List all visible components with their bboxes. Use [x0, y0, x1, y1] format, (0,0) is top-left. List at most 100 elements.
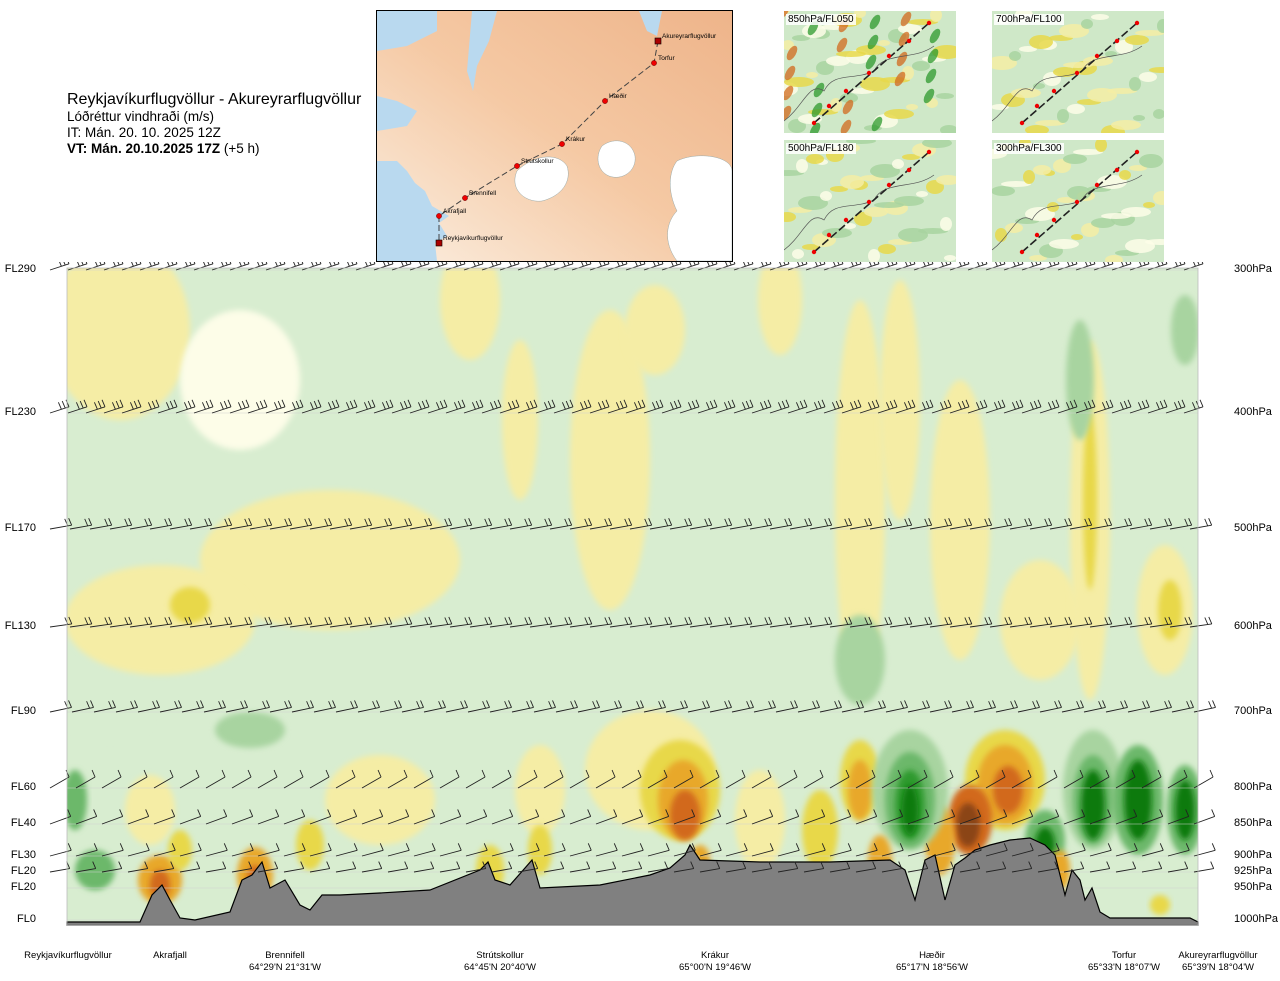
wind-barb	[1063, 861, 1085, 873]
wind-barb	[373, 399, 394, 414]
wind-barb	[463, 399, 484, 414]
location-name: Strútskollur	[476, 950, 524, 961]
field-contour	[1175, 780, 1195, 840]
wind-barb	[661, 262, 682, 271]
wind-barb	[729, 616, 753, 628]
wind-barb	[89, 518, 113, 530]
flight-level-tick: FL20	[10, 865, 36, 877]
wind-barb	[855, 861, 877, 873]
wind-barb	[309, 861, 331, 873]
field-contour	[670, 790, 700, 840]
wind-barb	[725, 809, 748, 825]
wind-barb	[1057, 399, 1078, 414]
wind-barb	[319, 262, 340, 271]
wind-barb	[75, 843, 98, 857]
inset-850hpa: 850hPa/FL050	[784, 11, 956, 133]
wind-barb	[535, 399, 556, 414]
vertical-wind-field	[67, 268, 1198, 915]
pressure-tick: 700hPa	[1234, 705, 1272, 717]
wind-barb	[449, 518, 473, 530]
wind-barb	[621, 843, 644, 857]
wind-barb	[829, 843, 852, 857]
wind-barb	[1171, 700, 1194, 713]
wind-barb	[931, 262, 952, 271]
wind-barb	[211, 399, 232, 414]
wind-barb	[291, 700, 314, 713]
wind-barb	[673, 809, 696, 825]
wind-barb	[491, 809, 514, 825]
wind-barb	[841, 262, 862, 271]
field-contour	[325, 755, 435, 845]
wind-barb	[949, 262, 970, 271]
wind-barb	[881, 769, 902, 789]
wind-barb	[401, 700, 424, 713]
wind-barb	[1089, 518, 1113, 530]
wind-barb	[269, 700, 292, 713]
wind-barb	[1089, 769, 1110, 789]
wind-barb	[319, 399, 340, 414]
wind-barb	[1011, 861, 1033, 873]
field-contour	[570, 310, 650, 610]
wind-barb	[877, 399, 898, 414]
inset-500hpa-label: 500hPa/FL180	[786, 143, 856, 154]
wind-barb	[309, 769, 330, 789]
wind-barb	[511, 700, 534, 713]
wind-barb	[175, 399, 196, 414]
wind-barb	[1149, 616, 1173, 628]
wind-barb	[247, 262, 268, 271]
map-waypoint-label: Akrafjall	[443, 208, 467, 215]
wind-barb	[777, 769, 798, 789]
wind-barb	[49, 399, 70, 414]
location-name: Hæðir	[919, 950, 945, 961]
wind-barb	[257, 843, 280, 857]
wind-barb	[491, 861, 513, 873]
wind-barb	[809, 518, 833, 530]
wind-barb	[203, 700, 226, 713]
wind-barb	[751, 262, 772, 271]
wind-barb	[181, 700, 204, 713]
wind-barb	[959, 843, 982, 857]
wind-barb	[391, 262, 412, 271]
wind-barb	[355, 262, 376, 271]
wind-barb	[753, 700, 776, 713]
wind-barb	[805, 262, 826, 271]
wind-barb	[189, 616, 213, 628]
wind-barb	[841, 700, 864, 713]
field-contour	[956, 803, 980, 847]
wind-barb	[1057, 262, 1078, 271]
wind-barb	[301, 262, 322, 271]
flight-level-tick: FL130	[4, 620, 36, 632]
wind-barb	[309, 518, 333, 530]
pressure-tick: 800hPa	[1234, 781, 1272, 793]
wind-barb	[1115, 769, 1136, 789]
wind-barb	[769, 262, 790, 271]
wind-barb	[797, 700, 820, 713]
wind-barb	[589, 262, 610, 271]
wind-barb	[869, 518, 893, 530]
wind-barb	[247, 700, 270, 713]
wind-barb	[661, 399, 682, 414]
wind-barb	[769, 518, 793, 530]
wind-barb	[907, 861, 929, 873]
wind-barb	[621, 861, 643, 873]
wind-barb	[1003, 399, 1024, 414]
wind-barb	[933, 809, 956, 825]
wind-barb	[643, 700, 666, 713]
wind-barb	[389, 518, 413, 530]
wind-barb	[231, 861, 253, 873]
location-tick: Akureyrarflugvöllur 65°39'N 18°04'W	[1138, 950, 1280, 974]
wind-barb	[229, 518, 253, 530]
wind-barb	[751, 861, 773, 873]
wind-barb	[75, 769, 96, 789]
wind-barb	[157, 399, 178, 414]
wind-barb	[1165, 262, 1186, 271]
wind-barb	[159, 700, 182, 713]
wind-barb	[445, 262, 466, 271]
wind-barb	[933, 861, 955, 873]
wind-barb	[137, 700, 160, 713]
wind-barb	[751, 843, 774, 857]
wind-barb	[1075, 262, 1096, 271]
wind-barb	[589, 518, 613, 530]
wind-barb	[517, 399, 538, 414]
wind-barb	[749, 518, 773, 530]
